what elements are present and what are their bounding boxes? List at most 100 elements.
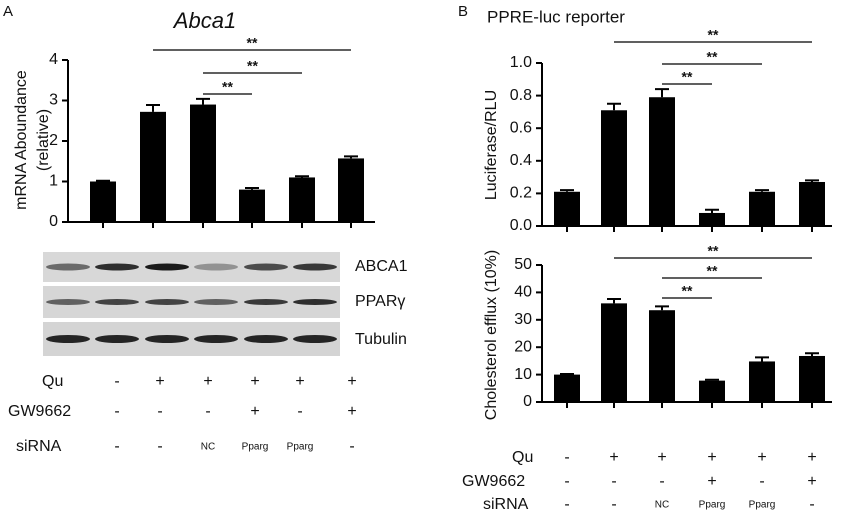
error-bar [146, 103, 160, 112]
treatment-value: + [347, 403, 356, 420]
y-tick-label: 1.0 [510, 54, 532, 71]
treatment-value: + [657, 449, 666, 466]
bar [699, 380, 725, 402]
treatment-name: GW9662 [462, 473, 525, 490]
significance-label: ** [707, 263, 718, 279]
blot-band [244, 263, 288, 271]
treatment-value: - [114, 373, 119, 390]
y-tick-label: 0.6 [510, 119, 532, 136]
error-bar [196, 97, 210, 105]
y-tick-label: 2 [49, 132, 58, 149]
blot-band [145, 335, 189, 343]
bar [190, 104, 216, 222]
blot-band [95, 263, 139, 271]
bar [239, 189, 265, 222]
error-bar [755, 189, 769, 192]
blot-strip [43, 252, 340, 282]
treatment-value: + [707, 449, 716, 466]
treatment-value: - [157, 403, 162, 420]
y-tick-label: 0.8 [510, 87, 532, 104]
bar [338, 158, 364, 222]
error-bar [705, 378, 719, 381]
y-axis-label: mRNA Aboundance [13, 70, 30, 210]
bar [649, 310, 675, 402]
treatment-value: - [759, 473, 764, 490]
blot-band [46, 335, 90, 343]
treatment-value: - [611, 473, 616, 490]
blot-band [293, 335, 337, 343]
significance-label: ** [247, 35, 258, 51]
error-bar [607, 102, 621, 111]
y-tick-label: 40 [514, 284, 532, 301]
treatment-value: Pparg [699, 500, 726, 511]
error-bar [560, 373, 574, 376]
treatment-value: - [564, 473, 569, 490]
y-tick-label: 0.4 [510, 152, 532, 169]
bar [799, 181, 825, 226]
bar [799, 355, 825, 402]
blot-label: Tubulin [355, 331, 407, 348]
blot-label: PPARγ [355, 293, 405, 310]
error-bar [655, 305, 669, 311]
error-bar [344, 155, 358, 159]
error-bar [560, 189, 574, 192]
treatment-value: - [564, 496, 569, 513]
bar [140, 111, 166, 222]
treatment-value: - [205, 403, 210, 420]
panel-label: B [458, 3, 468, 20]
blot-band [293, 263, 337, 271]
treatment-value: + [707, 473, 716, 490]
y-tick-label: 30 [514, 311, 532, 328]
chart-title: PPRE-luc reporter [487, 7, 625, 26]
treatment-value: + [807, 449, 816, 466]
y-tick-label: 3 [49, 92, 58, 109]
treatment-value: NC [655, 500, 669, 511]
blot-band [46, 299, 90, 305]
significance-label: ** [707, 49, 718, 65]
error-bar [805, 179, 819, 182]
treatment-value: Pparg [287, 442, 314, 453]
y-tick-label: 1 [49, 173, 58, 190]
treatment-name: Qu [512, 449, 533, 466]
y-tick-label: 0 [49, 213, 58, 230]
bar [554, 191, 580, 226]
panel-label: A [3, 3, 13, 20]
error-bar [805, 352, 819, 356]
blot-band [194, 335, 238, 343]
treatment-name: siRNA [483, 496, 529, 513]
treatment-value: - [611, 496, 616, 513]
error-bar [295, 175, 309, 178]
treatment-value: - [349, 438, 354, 455]
treatment-value: - [157, 438, 162, 455]
blot-band [95, 335, 139, 343]
significance-label: ** [682, 69, 693, 85]
y-tick-label: 4 [49, 51, 58, 68]
error-bar [245, 186, 259, 190]
treatment-value: - [114, 438, 119, 455]
error-bar [655, 88, 669, 98]
treatment-name: siRNA [16, 438, 62, 455]
treatment-value: - [114, 403, 119, 420]
bar [749, 191, 775, 226]
y-tick-label: 10 [514, 366, 532, 383]
treatment-value: Pparg [242, 442, 269, 453]
blot-band [46, 263, 90, 271]
y-tick-label: 0.2 [510, 185, 532, 202]
bar [601, 303, 627, 402]
blot-band [194, 299, 238, 305]
error-bar [705, 208, 719, 213]
bar [90, 181, 116, 222]
y-axis-label: (relative) [35, 109, 52, 171]
blot-band [95, 299, 139, 305]
error-bar [96, 179, 110, 182]
treatment-value: + [807, 473, 816, 490]
treatment-value: + [250, 403, 259, 420]
blot-band [145, 299, 189, 305]
error-bar [607, 297, 621, 304]
significance-label: ** [708, 27, 719, 43]
treatment-value: + [757, 449, 766, 466]
bar [749, 361, 775, 402]
treatment-value: + [155, 373, 164, 390]
significance-label: ** [247, 58, 258, 74]
